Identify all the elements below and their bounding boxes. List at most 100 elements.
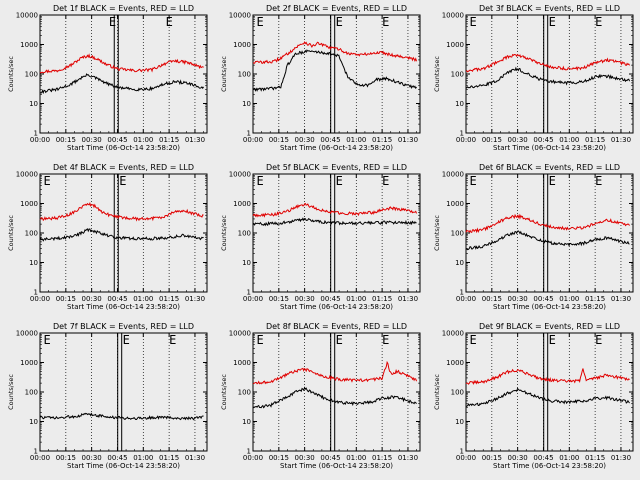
x-tick-label: 00:45 xyxy=(533,454,553,462)
band-marker xyxy=(117,332,123,452)
y-axis-label: Counts/sec xyxy=(220,215,228,251)
y-tick-label: 1000 xyxy=(20,200,38,208)
x-tick-label: 00:00 xyxy=(30,454,50,462)
x-axis-label: Start Time (06-Oct-14 23:58:20) xyxy=(493,462,606,470)
flag-letter: E xyxy=(595,174,602,188)
series-events xyxy=(465,66,631,89)
y-tick-label: 10 xyxy=(29,100,38,108)
y-tick-label: 1 xyxy=(34,130,38,138)
y-tick-label: 1 xyxy=(34,448,38,456)
y-tick-label: 1000 xyxy=(446,200,464,208)
band-marker xyxy=(330,173,336,293)
flag-letter: E xyxy=(549,333,556,347)
x-tick-label: 00:45 xyxy=(533,295,553,303)
y-tick-label: 1 xyxy=(460,130,464,138)
y-tick-label: 10000 xyxy=(16,12,38,20)
series-lld xyxy=(465,368,630,386)
x-tick-label: 01:00 xyxy=(346,454,366,462)
panel-title: Det 4f BLACK = Events, RED = LLD xyxy=(53,163,194,172)
y-axis-label: Counts/sec xyxy=(433,56,441,92)
x-axis-label: Start Time (06-Oct-14 23:58:20) xyxy=(67,303,180,311)
x-tick-label: 01:30 xyxy=(185,454,205,462)
x-tick-label: 00:15 xyxy=(56,295,76,303)
y-tick-label: 10 xyxy=(242,259,251,267)
x-axis-label: Start Time (06-Oct-14 23:58:20) xyxy=(67,144,180,152)
x-tick-label: 00:00 xyxy=(456,454,476,462)
y-tick-label: 10000 xyxy=(229,330,251,338)
flag-letter: E xyxy=(469,174,476,188)
panel-det-1f: Det 1f BLACK = Events, RED = LLD E E 1 10 100… xyxy=(7,4,208,152)
flag-letter: E xyxy=(595,333,602,347)
y-axis-label: Counts/sec xyxy=(220,56,228,92)
flag-letter: E xyxy=(256,174,263,188)
panel-title: Det 8f BLACK = Events, RED = LLD xyxy=(266,322,407,331)
flag-letter: E xyxy=(109,15,116,29)
flag-letter: E xyxy=(123,333,130,347)
series-lld xyxy=(39,53,204,74)
x-axis-label: Start Time (06-Oct-14 23:58:20) xyxy=(280,462,393,470)
band-marker xyxy=(113,173,119,293)
x-tick-label: 01:15 xyxy=(372,136,392,144)
panel-title: Det 3f BLACK = Events, RED = LLD xyxy=(479,4,620,13)
flag-letter: E xyxy=(336,174,343,188)
x-tick-label: 01:15 xyxy=(585,295,605,303)
x-tick-label: 00:15 xyxy=(269,454,289,462)
series-lld xyxy=(252,202,418,218)
x-tick-label: 01:00 xyxy=(346,295,366,303)
y-tick-label: 10000 xyxy=(442,330,464,338)
y-tick-label: 1 xyxy=(247,448,251,456)
y-tick-label: 1 xyxy=(460,448,464,456)
x-tick-label: 01:00 xyxy=(133,454,153,462)
flag-letter: E xyxy=(336,15,343,29)
x-tick-label: 00:15 xyxy=(269,295,289,303)
flag-letter: E xyxy=(43,333,50,347)
y-axis-label: Counts/sec xyxy=(433,215,441,251)
series-lld xyxy=(252,360,418,385)
x-tick-label: 01:30 xyxy=(611,295,631,303)
panel-title: Det 2f BLACK = Events, RED = LLD xyxy=(266,4,407,13)
x-axis-label: Start Time (06-Oct-14 23:58:20) xyxy=(67,462,180,470)
flag-letter: E xyxy=(469,333,476,347)
x-tick-label: 00:45 xyxy=(107,295,127,303)
series-events xyxy=(252,49,417,92)
flag-letter: E xyxy=(169,333,176,347)
y-tick-label: 100 xyxy=(451,71,464,79)
flag-letter: E xyxy=(382,174,389,188)
y-axis-label: Counts/sec xyxy=(7,374,15,410)
x-tick-label: 00:45 xyxy=(320,136,340,144)
x-tick-label: 01:00 xyxy=(346,136,366,144)
y-tick-label: 1 xyxy=(34,289,38,297)
y-tick-label: 100 xyxy=(238,71,251,79)
y-tick-label: 100 xyxy=(238,230,251,238)
y-tick-label: 10 xyxy=(242,418,251,426)
x-tick-label: 01:30 xyxy=(185,136,205,144)
panel-title: Det 5f BLACK = Events, RED = LLD xyxy=(266,163,407,172)
x-tick-label: 00:30 xyxy=(82,295,102,303)
flag-letter: E xyxy=(382,333,389,347)
x-tick-label: 01:15 xyxy=(159,454,179,462)
y-tick-label: 100 xyxy=(25,389,38,397)
x-tick-label: 00:15 xyxy=(56,454,76,462)
panel-title: Det 6f BLACK = Events, RED = LLD xyxy=(479,163,620,172)
x-tick-label: 01:15 xyxy=(585,136,605,144)
y-tick-label: 1000 xyxy=(233,41,251,49)
band-marker xyxy=(543,173,549,293)
x-tick-label: 00:00 xyxy=(243,295,263,303)
y-tick-label: 1000 xyxy=(446,359,464,367)
y-axis-label: Counts/sec xyxy=(220,374,228,410)
x-tick-label: 00:30 xyxy=(295,295,315,303)
x-tick-label: 01:00 xyxy=(559,295,579,303)
y-tick-label: 1000 xyxy=(446,41,464,49)
x-tick-label: 00:00 xyxy=(243,454,263,462)
band-marker xyxy=(330,14,336,134)
x-tick-label: 00:45 xyxy=(107,136,127,144)
flag-letter: E xyxy=(256,333,263,347)
flag-letter: E xyxy=(166,15,173,29)
x-tick-label: 00:30 xyxy=(508,454,528,462)
flag-letter: E xyxy=(549,174,556,188)
